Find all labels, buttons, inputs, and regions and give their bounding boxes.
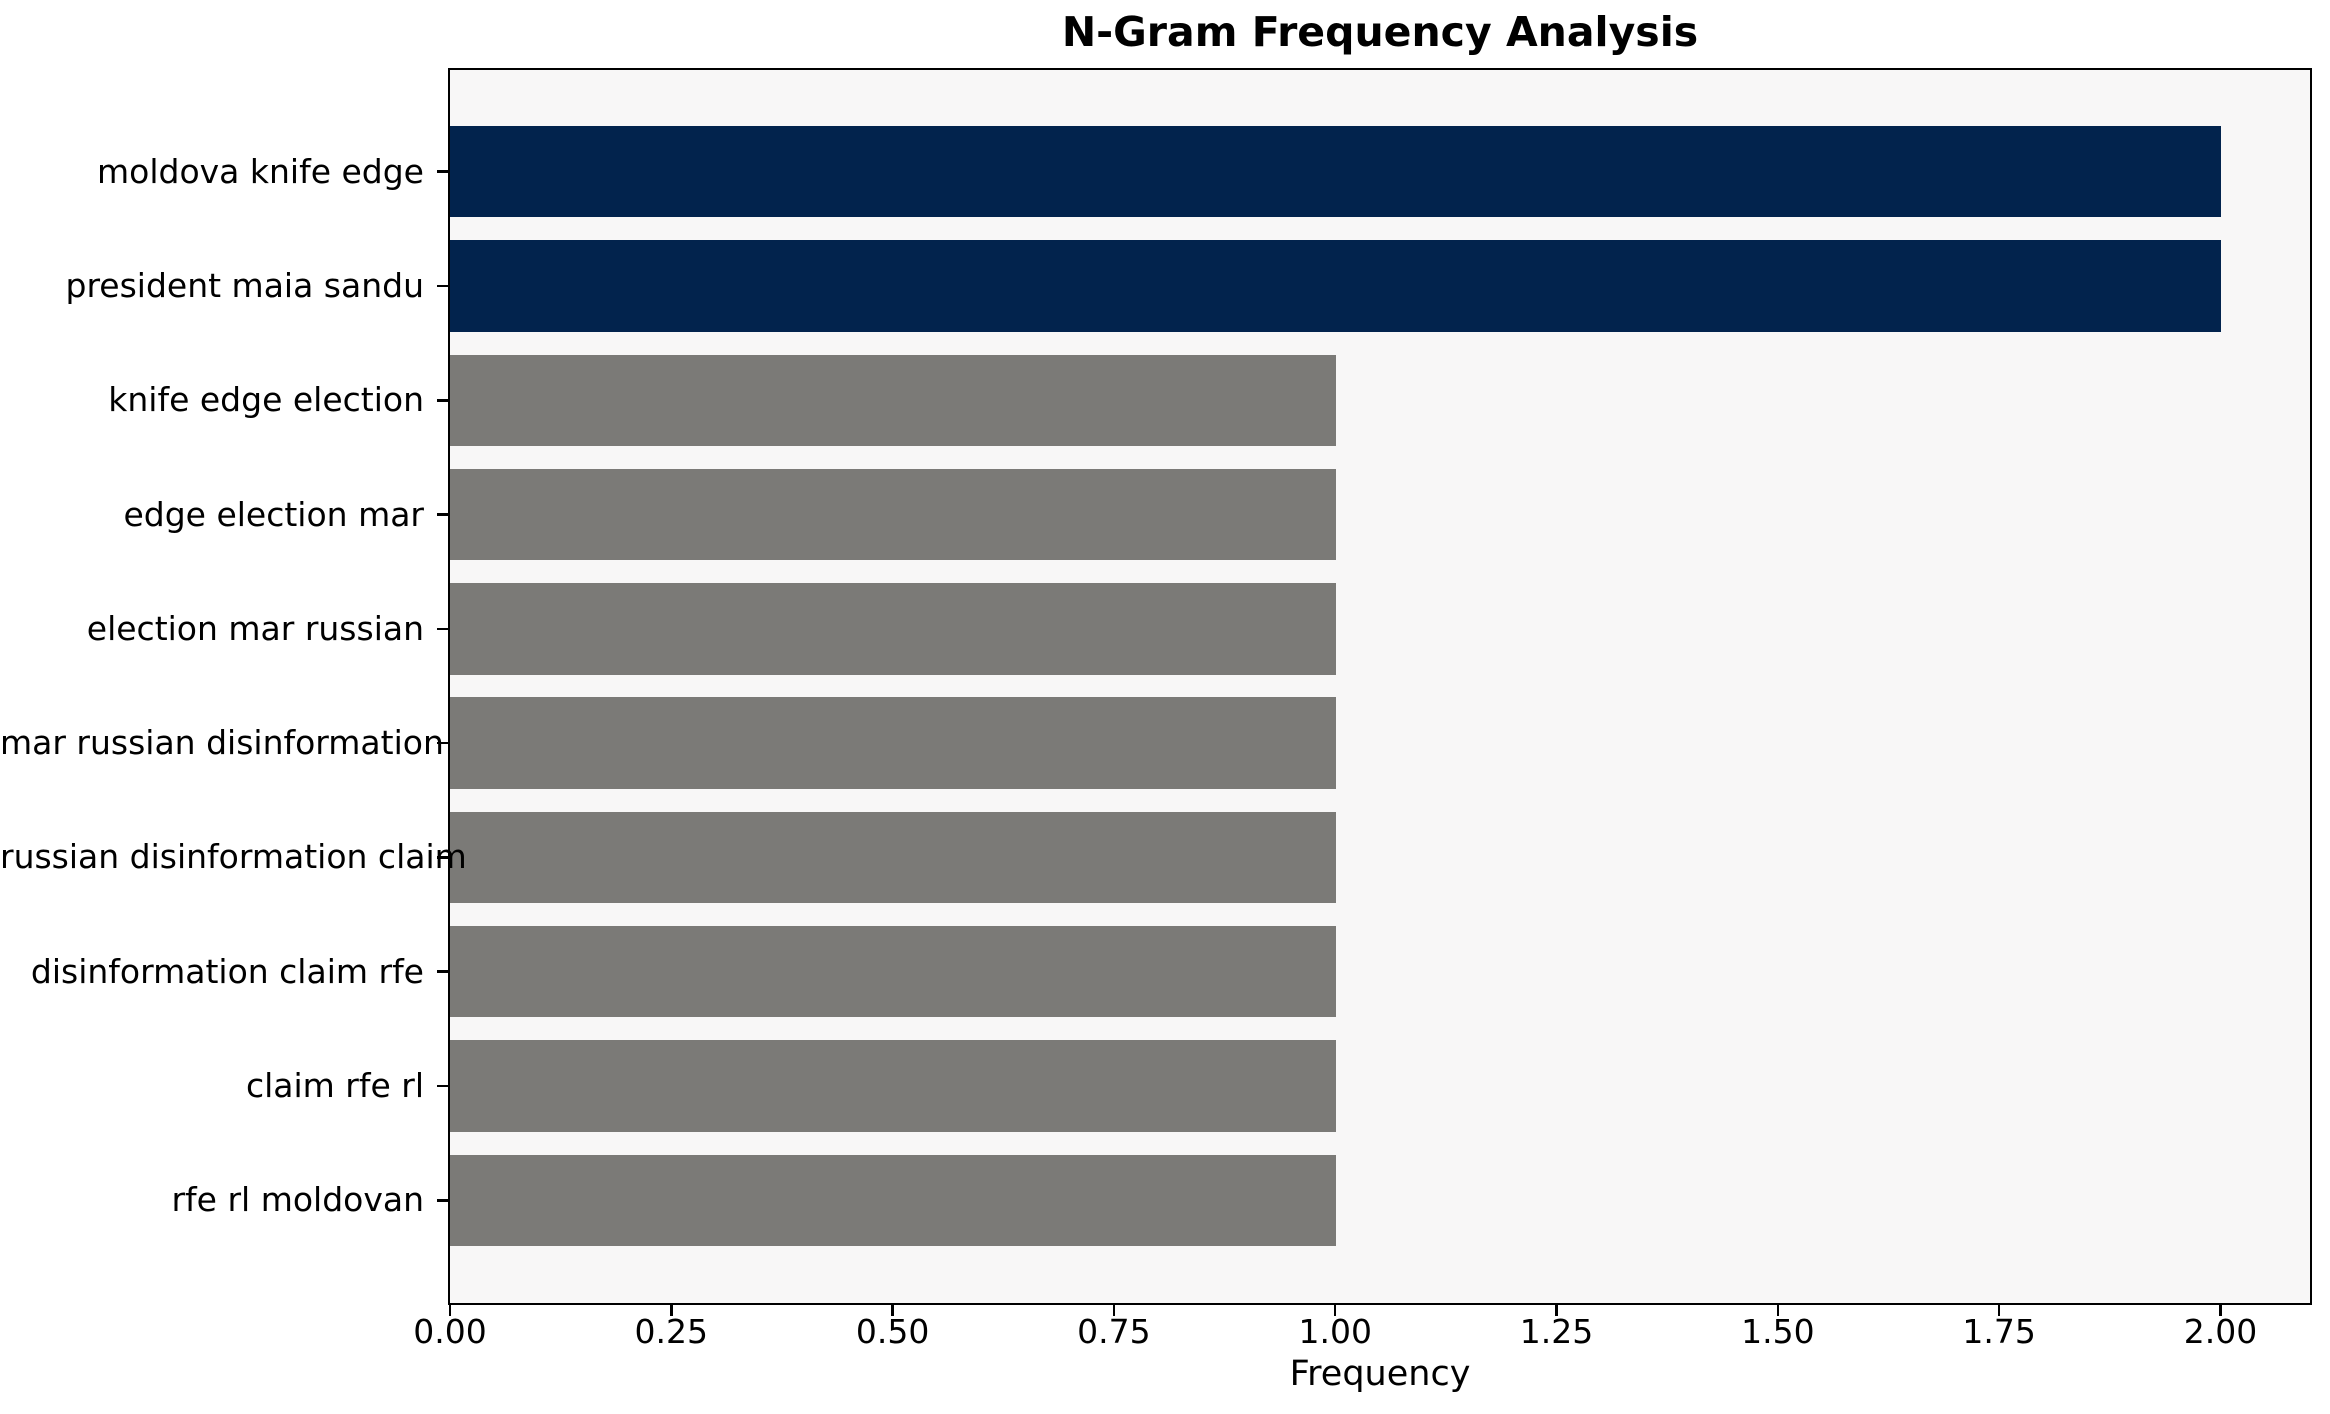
x-tick (1555, 1305, 1558, 1316)
y-tick (437, 1084, 450, 1088)
y-tick (437, 856, 450, 859)
y-tick (437, 513, 450, 516)
x-tick-label: 1.00 (1298, 1312, 1372, 1351)
x-tick-label: 0.25 (634, 1312, 709, 1351)
bar (450, 126, 2222, 218)
x-tick-label: 1.50 (1741, 1312, 1815, 1351)
x-tick (1112, 1305, 1116, 1316)
chart-title: N-Gram Frequency Analysis (1061, 8, 1699, 56)
y-tick (437, 1199, 450, 1202)
y-tick (437, 399, 450, 402)
x-tick-label: 1.75 (1962, 1312, 2036, 1351)
bar (450, 583, 1336, 675)
bar (450, 926, 1336, 1018)
y-tick (437, 170, 450, 173)
bar (450, 240, 2222, 332)
x-tick-label: 0.75 (1077, 1312, 1151, 1351)
y-axis-label: claim rfe rl (245, 1066, 424, 1105)
x-tick-label: 0.00 (413, 1312, 487, 1351)
y-axis-label: knife edge election (108, 380, 424, 420)
y-axis-label: disinformation claim rfe (30, 951, 424, 991)
x-tick (1333, 1305, 1337, 1316)
x-tick (891, 1305, 894, 1316)
x-axis-title: Frequency (1289, 1354, 1471, 1394)
bar (450, 697, 1336, 789)
y-axis-label: edge election mar (123, 494, 424, 534)
bar (450, 1040, 1336, 1132)
x-tick (1776, 1305, 1780, 1316)
y-axis-label: president maia sandu (65, 266, 425, 305)
y-axis-label: moldova knife edge (97, 151, 424, 191)
x-tick-label: 1.25 (1519, 1312, 1594, 1351)
bar (450, 1154, 1336, 1246)
y-tick (437, 741, 450, 745)
x-tick (448, 1305, 452, 1316)
y-tick (437, 970, 450, 973)
y-axis-label: russian disinformation claim (0, 837, 467, 877)
x-tick (670, 1305, 673, 1316)
x-tick (2219, 1305, 2222, 1316)
bar (450, 811, 1336, 904)
x-tick-label: 0.50 (855, 1312, 930, 1351)
bar (450, 468, 1336, 561)
y-axis-label: election mar russian (86, 608, 424, 648)
y-axis-label: mar russian disinformation (0, 723, 444, 763)
x-tick-label: 2.00 (2183, 1312, 2258, 1351)
y-tick (437, 627, 450, 631)
x-tick (1997, 1305, 2001, 1316)
plot-area (448, 68, 2312, 1305)
bar (450, 354, 1336, 446)
y-tick (437, 284, 450, 288)
y-axis-label: rfe rl moldovan (171, 1180, 424, 1220)
